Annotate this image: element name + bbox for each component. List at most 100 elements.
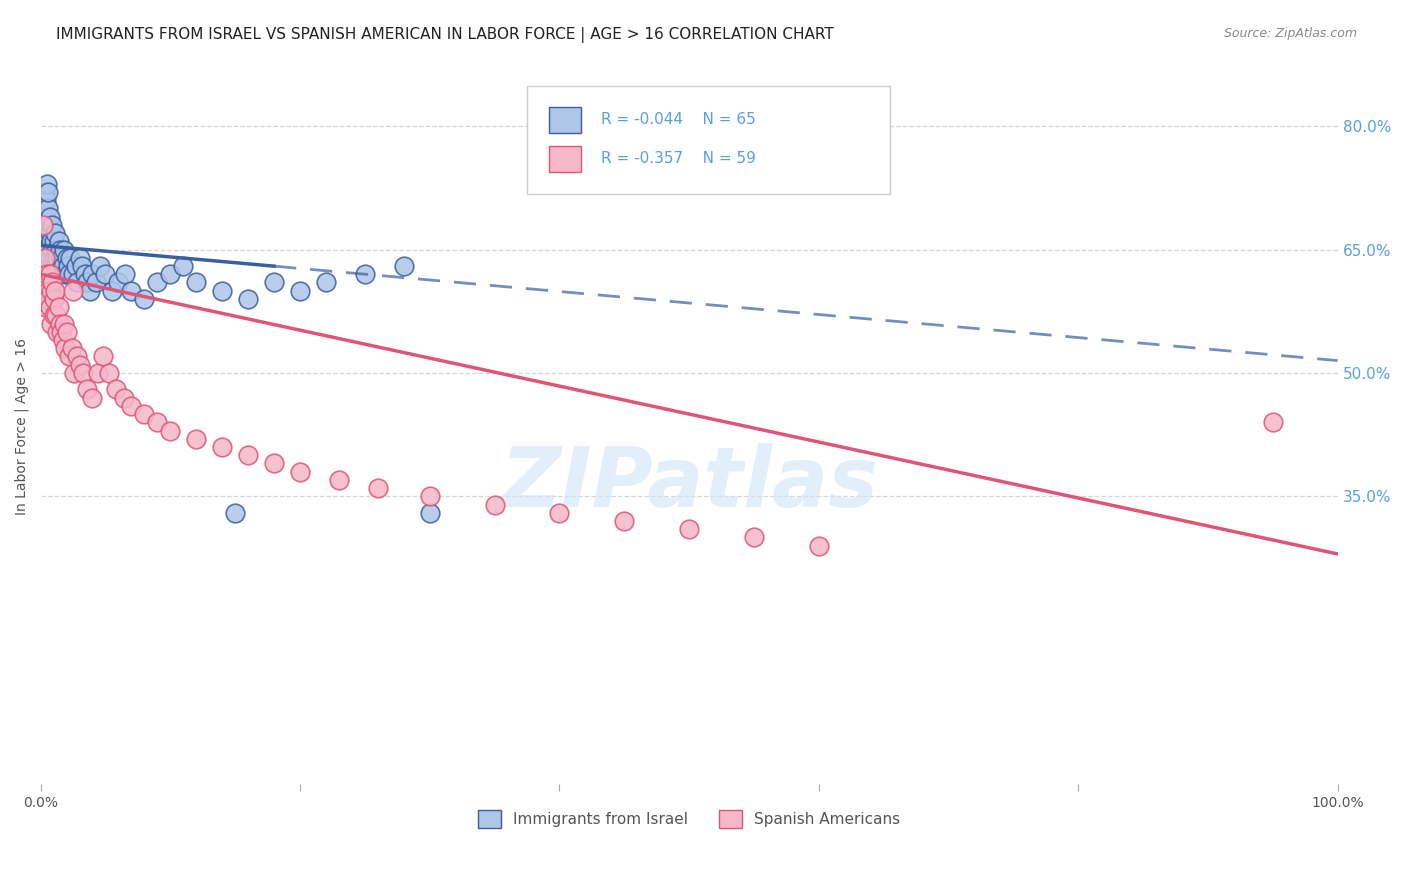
Point (104, 383, 127, 397)
Point (134, 407, 156, 421)
Point (32, 218, 55, 232)
Point (39, 317, 62, 331)
Point (186, 276, 208, 290)
Text: IMMIGRANTS FROM ISRAEL VS SPANISH AMERICAN IN LABOR FORCE | AGE > 16 CORRELATION: IMMIGRANTS FROM ISRAEL VS SPANISH AMERIC… (56, 27, 834, 43)
Point (98, 366, 121, 380)
Point (46, 251, 69, 265)
Point (419, 489, 441, 503)
Point (39, 259, 62, 273)
Point (69, 251, 91, 265)
FancyBboxPatch shape (550, 107, 582, 133)
Point (35, 276, 58, 290)
Point (58, 267, 80, 281)
Point (42, 251, 65, 265)
Point (31, 218, 53, 232)
Point (55, 325, 77, 339)
Point (39, 284, 62, 298)
Point (66, 350, 89, 364)
Point (56, 259, 79, 273)
Point (66, 276, 89, 290)
Point (37, 185, 59, 199)
Point (52, 333, 75, 347)
Point (42, 235, 65, 249)
Point (76, 383, 98, 397)
Point (52, 259, 75, 273)
Point (58, 350, 80, 364)
Point (107, 276, 129, 290)
Point (51, 251, 73, 265)
Point (613, 514, 636, 528)
Point (236, 292, 259, 306)
Text: R = -0.357    N = 59: R = -0.357 N = 59 (600, 152, 756, 167)
Point (42, 292, 65, 306)
Point (35, 193, 58, 207)
Point (76, 276, 98, 290)
Legend: Immigrants from Israel, Spanish Americans: Immigrants from Israel, Spanish American… (472, 804, 907, 834)
Point (38, 267, 60, 281)
Point (159, 424, 181, 438)
Point (44, 259, 66, 273)
Point (82, 267, 104, 281)
Point (62, 267, 84, 281)
Point (82, 391, 104, 405)
Text: ZIPatlas: ZIPatlas (501, 443, 879, 524)
Point (52, 317, 75, 331)
Point (41, 218, 63, 232)
Point (134, 292, 156, 306)
Point (548, 506, 571, 520)
Point (35, 226, 58, 240)
Point (392, 259, 415, 273)
Point (186, 432, 208, 446)
Point (120, 399, 142, 413)
Point (35, 177, 58, 191)
Point (52, 243, 75, 257)
Point (63, 366, 86, 380)
Point (46, 325, 69, 339)
Point (45, 309, 67, 323)
Point (288, 284, 311, 298)
Point (288, 465, 311, 479)
Point (60, 341, 83, 355)
Point (69, 358, 91, 372)
Point (65, 259, 87, 273)
Point (678, 522, 700, 536)
Point (94, 267, 117, 281)
Point (34, 251, 56, 265)
Point (37, 202, 59, 216)
Point (37, 284, 59, 298)
Point (37, 292, 59, 306)
Point (419, 506, 441, 520)
Point (89, 259, 111, 273)
Point (38, 226, 60, 240)
Point (114, 267, 136, 281)
Point (70, 259, 93, 273)
Point (41, 276, 63, 290)
Point (72, 366, 94, 380)
Point (86, 276, 108, 290)
Point (484, 498, 506, 512)
Point (146, 415, 169, 429)
Point (62, 284, 84, 298)
Point (120, 284, 142, 298)
Point (112, 391, 135, 405)
Point (44, 226, 66, 240)
Point (35, 218, 58, 232)
Point (211, 284, 233, 298)
Point (39, 235, 62, 249)
Point (35, 284, 58, 298)
Point (91, 350, 114, 364)
Point (53, 267, 76, 281)
Point (32, 235, 55, 249)
Point (79, 284, 101, 298)
Point (32, 202, 55, 216)
Point (38, 300, 60, 314)
Point (38, 251, 60, 265)
Point (172, 259, 194, 273)
Point (236, 448, 259, 462)
Point (51, 325, 73, 339)
Point (49, 317, 72, 331)
Point (48, 300, 70, 314)
Point (86, 366, 108, 380)
Point (31, 267, 53, 281)
Point (34, 210, 56, 224)
